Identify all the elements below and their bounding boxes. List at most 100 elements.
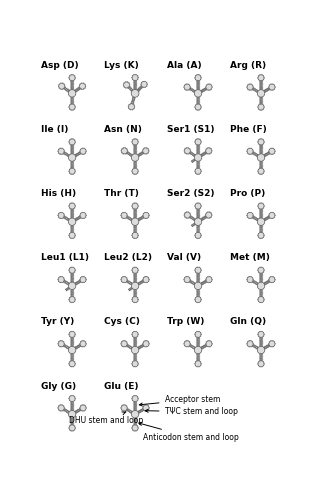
Circle shape <box>71 210 72 212</box>
Circle shape <box>198 149 199 150</box>
Circle shape <box>192 152 193 154</box>
Circle shape <box>184 212 190 218</box>
Circle shape <box>260 145 261 146</box>
Circle shape <box>72 164 73 165</box>
Circle shape <box>205 216 206 217</box>
Circle shape <box>134 232 135 233</box>
Circle shape <box>260 267 261 268</box>
Circle shape <box>134 274 135 276</box>
Circle shape <box>71 342 72 344</box>
Circle shape <box>75 106 76 108</box>
Circle shape <box>258 105 259 106</box>
Circle shape <box>199 138 200 140</box>
Circle shape <box>135 292 136 294</box>
Circle shape <box>69 172 70 174</box>
Circle shape <box>194 299 195 300</box>
Circle shape <box>71 344 72 345</box>
Circle shape <box>60 212 61 213</box>
Circle shape <box>131 154 139 161</box>
Circle shape <box>195 108 196 110</box>
Circle shape <box>254 88 255 90</box>
Text: Gln (Q): Gln (Q) <box>230 318 266 326</box>
Circle shape <box>72 149 73 150</box>
Circle shape <box>261 149 262 150</box>
Circle shape <box>256 284 257 285</box>
Circle shape <box>269 84 275 90</box>
Circle shape <box>82 340 83 342</box>
Circle shape <box>71 407 72 408</box>
Circle shape <box>74 105 75 106</box>
Circle shape <box>142 346 143 348</box>
Circle shape <box>139 412 140 413</box>
Text: Asp (D): Asp (D) <box>41 61 79 70</box>
Circle shape <box>62 218 63 219</box>
Circle shape <box>58 83 65 89</box>
Circle shape <box>123 404 124 406</box>
Circle shape <box>195 296 201 302</box>
Circle shape <box>261 150 262 151</box>
Circle shape <box>249 148 250 149</box>
Circle shape <box>72 339 73 340</box>
Circle shape <box>139 348 140 349</box>
Circle shape <box>66 88 67 89</box>
Circle shape <box>129 154 130 156</box>
Circle shape <box>128 154 129 155</box>
Circle shape <box>195 232 201 238</box>
Circle shape <box>197 103 198 104</box>
Circle shape <box>69 425 75 431</box>
Circle shape <box>72 210 73 212</box>
Circle shape <box>194 218 202 226</box>
Circle shape <box>62 276 63 277</box>
Circle shape <box>121 215 122 216</box>
Circle shape <box>148 345 149 346</box>
Circle shape <box>58 340 64 347</box>
Circle shape <box>260 342 261 344</box>
Circle shape <box>134 152 135 154</box>
Circle shape <box>191 346 192 348</box>
Circle shape <box>139 284 140 285</box>
Circle shape <box>71 272 72 274</box>
Circle shape <box>254 345 255 346</box>
Circle shape <box>253 152 254 153</box>
Circle shape <box>75 334 76 335</box>
Circle shape <box>186 340 187 342</box>
Circle shape <box>134 424 135 426</box>
Text: Ser1 (S1): Ser1 (S1) <box>167 125 215 134</box>
Text: Met (M): Met (M) <box>230 254 270 262</box>
Text: Tyr (Y): Tyr (Y) <box>41 318 75 326</box>
Circle shape <box>75 154 76 155</box>
Circle shape <box>198 342 199 344</box>
Circle shape <box>135 422 136 423</box>
Circle shape <box>72 424 73 426</box>
Circle shape <box>197 168 198 169</box>
Circle shape <box>197 217 198 218</box>
Circle shape <box>74 172 75 174</box>
Circle shape <box>135 146 136 148</box>
Circle shape <box>78 282 79 284</box>
Circle shape <box>123 84 124 86</box>
Circle shape <box>142 87 143 88</box>
Circle shape <box>189 345 190 346</box>
Circle shape <box>260 98 261 100</box>
Circle shape <box>129 345 130 346</box>
Circle shape <box>69 267 75 274</box>
Circle shape <box>74 237 75 238</box>
Circle shape <box>69 74 75 81</box>
Circle shape <box>191 154 192 155</box>
Circle shape <box>134 267 135 268</box>
Circle shape <box>247 148 253 154</box>
Circle shape <box>263 105 264 106</box>
Circle shape <box>147 410 148 412</box>
Circle shape <box>58 405 64 411</box>
Circle shape <box>200 332 201 333</box>
Circle shape <box>131 218 132 220</box>
Circle shape <box>257 90 265 97</box>
Circle shape <box>127 150 128 152</box>
Circle shape <box>134 144 135 146</box>
Circle shape <box>204 282 205 284</box>
Circle shape <box>147 346 148 347</box>
Circle shape <box>72 331 73 332</box>
Circle shape <box>138 218 139 220</box>
Circle shape <box>197 152 198 154</box>
Circle shape <box>197 296 198 297</box>
